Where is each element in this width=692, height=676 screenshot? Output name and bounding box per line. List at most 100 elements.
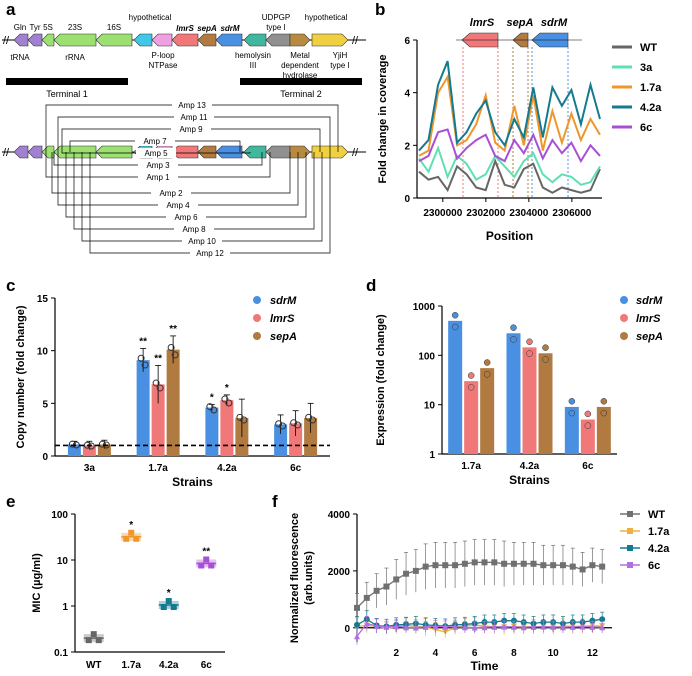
- y-tick-label: 4000: [328, 510, 351, 521]
- mic-point-4.2a: [160, 604, 167, 611]
- genome-top-sepa-gene: [197, 33, 217, 47]
- marker-WT: [520, 560, 527, 567]
- mic-point-4.2a: [165, 598, 172, 605]
- marker-6c: [491, 623, 498, 630]
- x-tick-label: 2: [393, 648, 399, 659]
- label-trna: tRNA: [10, 53, 30, 62]
- marker-WT: [363, 594, 370, 601]
- replicate-point: [467, 372, 475, 379]
- replicate-point: [152, 379, 160, 387]
- replicate-point: [221, 395, 229, 403]
- replicate-point: [542, 344, 549, 351]
- x-tick-label: 6c: [582, 461, 594, 472]
- marker-6c: [520, 624, 527, 631]
- marker-WT: [501, 560, 508, 567]
- panel-label-f: f: [272, 492, 278, 511]
- mic-point-4.2a: [170, 604, 177, 611]
- significance-label: **: [139, 337, 147, 348]
- y-tick-label: 10: [424, 401, 436, 412]
- panel-e-mic-chart: 0.1 1 10 100 MIC (µg/ml) WT 1.7a * 4.2a * 6c **: [31, 510, 225, 671]
- replicate-point: [483, 359, 491, 366]
- x-tick-label: 4: [433, 648, 439, 659]
- bar-sepA-4.2a: [538, 353, 553, 454]
- replicate-point: [290, 419, 298, 427]
- x-axis-label: Strains: [172, 475, 213, 489]
- marker-6c: [461, 624, 468, 631]
- replicate-point: [240, 416, 248, 424]
- y-axis-label: MIC (µg/ml): [31, 553, 43, 613]
- amp-label-bg: [174, 112, 214, 122]
- marker-WT: [422, 563, 429, 570]
- genome-bottom-sepa-gene: [197, 145, 217, 159]
- marker-6c: [452, 623, 459, 630]
- y-tick-label: 0: [344, 624, 350, 635]
- y-tick-label: 1: [429, 450, 435, 461]
- bar-sdrM-4.2a: [506, 333, 521, 454]
- bar-sdrM-3a: [67, 444, 81, 456]
- marker-WT: [550, 562, 557, 569]
- legend-marker-1.7a: [627, 528, 633, 534]
- replicate-point: [167, 343, 175, 351]
- amp-label-bg: [135, 136, 175, 146]
- bar-sepA-1.7a: [166, 349, 180, 456]
- gene-label-sdrm: sdrM: [541, 17, 568, 29]
- panel-a-genome-diagram: // // Gln Tyr 5S 23S 16S hypothetical lmrS sepA sd…: [2, 13, 366, 258]
- panel-c-copy-number-chart: 0 5 10 15 Copy number (fold change) Strains 3a…: [15, 294, 330, 489]
- replicate-point: [294, 421, 302, 429]
- marker-WT: [599, 563, 606, 570]
- y-tick-label: 100: [51, 510, 68, 521]
- panel-label-e: e: [6, 492, 16, 511]
- amplicon-label: Amp 12: [196, 249, 224, 258]
- legend-marker-sdrM: [253, 296, 261, 304]
- terminal-1-label: Terminal 1: [46, 89, 88, 99]
- marker-6c: [363, 620, 370, 627]
- marker-6c: [354, 633, 360, 640]
- genome-top-hemolysin-gene: [243, 33, 267, 47]
- replicate-point: [584, 422, 592, 429]
- marker-6c: [481, 624, 488, 631]
- marker-WT: [432, 562, 439, 569]
- x-tick-label: 4.2a: [520, 461, 540, 472]
- marker-WT: [403, 570, 410, 577]
- legend-marker-6c: [627, 562, 633, 568]
- replicate-point: [510, 324, 517, 331]
- label-hemolysin: hemolysin: [235, 51, 271, 60]
- marker-6c: [540, 623, 547, 630]
- legend-label-1.7a: 1.7a: [648, 526, 670, 538]
- bar-sdrM-6c: [564, 406, 579, 454]
- genome-top-5s-gene: [41, 33, 55, 47]
- significance-label: *: [210, 392, 214, 403]
- marker-6c: [510, 623, 517, 630]
- y-tick-label: 10: [57, 556, 69, 567]
- amp-label-bg: [174, 224, 214, 234]
- legend-label-lmrS: lmrS: [636, 313, 661, 325]
- replicate-point: [68, 440, 76, 448]
- significance-label: **: [154, 353, 162, 364]
- label-udpgp: UDPGP: [262, 13, 290, 22]
- panel-f-fluorescence-chart: 0 2000 4000 2 4 6 8 10 12 Time Normalized fluoresc…: [289, 509, 670, 673]
- y-axis-label: Copy number (fold change): [15, 305, 27, 448]
- legend-label-lmrS: lmrS: [270, 313, 295, 325]
- gene-label-lmrs: lmrS: [470, 17, 495, 29]
- series-line-4.2a: [418, 60, 601, 152]
- replicate-point: [98, 440, 106, 448]
- marker-6c: [403, 624, 410, 631]
- bar-lmrS-3a: [82, 445, 96, 456]
- series-line-WT: [356, 561, 603, 609]
- y-tick-label: 0.1: [54, 648, 68, 659]
- legend-label-1.7a: 1.7a: [640, 82, 662, 94]
- marker-WT: [589, 562, 596, 569]
- marker-WT: [471, 559, 478, 566]
- replicate-point: [451, 311, 459, 319]
- marker-6c: [422, 623, 429, 630]
- mic-point-WT: [85, 637, 92, 644]
- legend-label-sepA: sepA: [636, 331, 663, 343]
- x-axis-label: Strains: [509, 473, 550, 487]
- replicate-point: [526, 338, 533, 346]
- series-line-3a: [418, 145, 601, 186]
- x-axis-label: Position: [486, 229, 533, 243]
- panel-label-a: a: [6, 0, 16, 19]
- y-tick-label: 0: [404, 194, 410, 205]
- legend-label-sdrM: sdrM: [636, 295, 663, 307]
- legend-marker-4.2a: [627, 545, 633, 551]
